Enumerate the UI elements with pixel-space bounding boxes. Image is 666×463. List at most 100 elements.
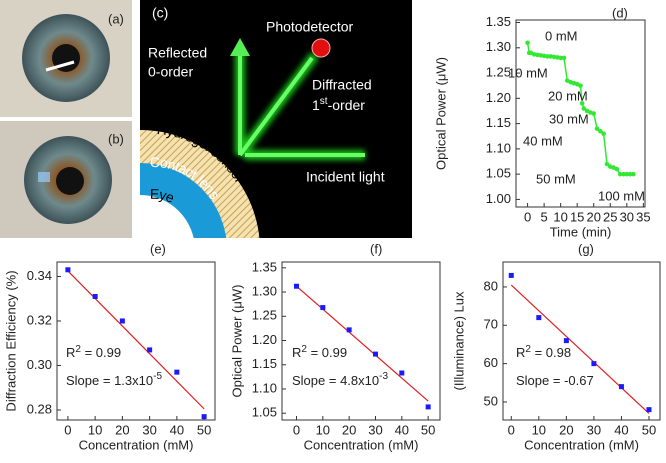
plot-frame xyxy=(281,261,441,421)
panel-label: (g) xyxy=(578,241,594,256)
data-point xyxy=(627,171,633,177)
y-tick-label: 80 xyxy=(484,278,498,293)
label-part: -order xyxy=(328,97,366,113)
data-point xyxy=(65,267,71,273)
x-tick-label: 30 xyxy=(142,422,156,437)
y-tick-label: 0.30 xyxy=(27,357,52,372)
data-point xyxy=(581,106,587,111)
label-part: 1 xyxy=(312,97,320,113)
y-axis-label: Diffraction Efficiency (%) xyxy=(3,270,18,411)
y-tick-label: 0.34 xyxy=(27,268,52,283)
plot-frame xyxy=(515,19,646,208)
data-point xyxy=(525,40,530,46)
r-squared: R2 = 0.99 xyxy=(66,344,121,361)
plot-frame xyxy=(502,261,661,421)
eye-label: Eye xyxy=(150,185,177,205)
data-point xyxy=(594,126,600,131)
data-point xyxy=(92,293,98,299)
data-line xyxy=(526,42,634,175)
slope: Slope = 1.3x10-5 xyxy=(66,371,162,389)
y-tick-label: 1.10 xyxy=(486,140,511,155)
y-tick-label: 1.20 xyxy=(252,332,277,347)
y-tick-label: 50 xyxy=(484,393,498,408)
plot-frame xyxy=(56,261,216,421)
panel-label: (f) xyxy=(370,241,382,256)
panel-label: (c) xyxy=(152,5,168,21)
data-point xyxy=(425,404,431,410)
chart: (f) 0 10 20 30 40 50 1.05 1.10 1.15 1.20 1.25 1.30 1.… xyxy=(229,241,441,452)
panel-label: (a) xyxy=(108,11,124,26)
x-tick-label: 35 xyxy=(636,209,650,224)
data-point xyxy=(617,171,623,177)
data-point xyxy=(399,370,405,376)
x-tick-label: 30 xyxy=(368,422,382,437)
y-tick-label: 60 xyxy=(484,355,498,370)
data-point xyxy=(621,171,626,177)
y-tick-label: 1.05 xyxy=(486,166,511,181)
label: Diffracted xyxy=(312,77,372,93)
label: Incident light xyxy=(306,169,385,185)
x-tick-label: 20 xyxy=(559,422,573,437)
x-tick-label: 50 xyxy=(642,422,656,437)
r2-label: R xyxy=(516,345,525,360)
x-tick-label: 0 xyxy=(64,422,71,437)
data-point xyxy=(372,351,378,357)
data-point xyxy=(536,315,542,321)
fit-line xyxy=(296,285,429,402)
x-axis-label: Concentration (mM) xyxy=(524,437,639,452)
label: 1st-order xyxy=(312,96,365,113)
x-tick-label: 0 xyxy=(508,422,515,437)
data-point xyxy=(646,407,652,413)
data-point xyxy=(545,54,550,59)
x-tick-label: 0 xyxy=(293,422,300,437)
y-tick-label: 1.15 xyxy=(486,115,511,130)
data-point xyxy=(147,347,153,353)
x-tick-label: 30 xyxy=(620,209,634,224)
data-point xyxy=(601,131,606,137)
annotation: 50 mM xyxy=(536,171,576,186)
x-tick-label: 10 xyxy=(553,209,567,224)
annotation: 40 mM xyxy=(523,133,563,148)
x-axis-label: Concentration (mM) xyxy=(79,437,194,452)
y-tick-label: 1.10 xyxy=(252,380,277,395)
y-axis-label: Optical Power (μW) xyxy=(229,285,244,398)
r2-sup: 2 xyxy=(75,344,81,355)
panel-label: (b) xyxy=(108,131,124,146)
y-tick-label: 1.20 xyxy=(486,90,511,105)
r2-label: R xyxy=(292,345,301,360)
fit-line xyxy=(510,284,650,414)
data-point xyxy=(614,166,620,172)
data-point xyxy=(320,305,326,311)
y-tick-label: 0.28 xyxy=(27,401,52,416)
x-tick-label: 30 xyxy=(587,422,601,437)
data-point xyxy=(591,361,597,367)
data-point xyxy=(174,369,180,375)
y-tick-label: 0.32 xyxy=(27,312,52,327)
data-point xyxy=(624,171,630,177)
y-tick-label: 1.30 xyxy=(486,39,511,54)
annotation: 100 mM xyxy=(598,188,645,203)
label: Photodetector xyxy=(266,19,354,35)
data-point xyxy=(508,272,514,278)
label: Reflected xyxy=(148,45,207,61)
y-tick-label: 70 xyxy=(484,317,498,332)
y-axis-label: Optical Power (μW) xyxy=(433,57,448,170)
data-point xyxy=(598,128,603,134)
y-tick-label: 1.15 xyxy=(252,356,277,371)
slope: Slope = -0.67 xyxy=(516,373,594,388)
x-tick-label: 0 xyxy=(524,209,531,224)
y-tick-label: 1.05 xyxy=(252,405,277,420)
data-point xyxy=(293,283,299,289)
label: 0-order xyxy=(148,64,193,80)
r2-sup: 2 xyxy=(525,344,531,355)
data-point xyxy=(561,55,567,61)
annotation: 30 mM xyxy=(549,111,589,126)
fit-line xyxy=(67,270,205,410)
slope-sup: -5 xyxy=(153,371,162,382)
x-axis-label: Concentration (mM) xyxy=(304,437,419,452)
r2-value: = 0.99 xyxy=(307,345,347,360)
chart: (d) 0 5 10 15 20 25 30 35 1.00 1.05 1.10 1.15 1.20 1.2… xyxy=(433,5,650,239)
r-squared: R2 = 0.98 xyxy=(516,344,571,361)
curved-label: Eye xyxy=(150,185,177,205)
